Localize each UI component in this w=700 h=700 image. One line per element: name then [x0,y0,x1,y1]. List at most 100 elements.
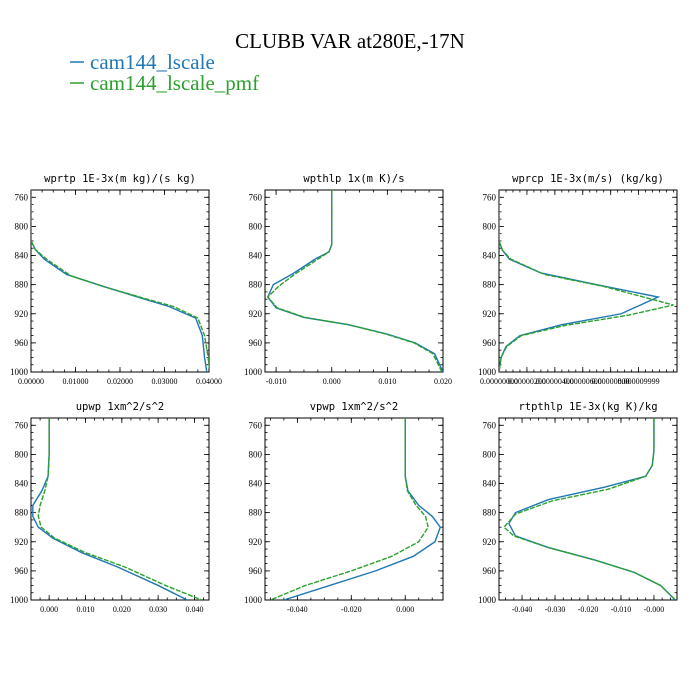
panel-6: rtpthlp 1E-3x(kg K)/kg 760 800 840 880 920 960… [478,401,678,614]
x-tick-label: 0.00000600 [564,377,602,386]
y-tick-label: 920 [15,537,29,547]
x-tick-label: -0.000 [644,605,665,614]
series-line-lscale-pmf [37,418,202,600]
legend-label-0: cam144_lscale [90,50,215,74]
x-tick-label: 0.00000200 [508,377,546,386]
y-tick-label: 800 [15,221,29,231]
x-tick-label: 0.010 [378,377,396,386]
x-tick-label: -0.010 [611,605,632,614]
x-tick-label: -0.010 [266,377,287,386]
plot-frame [30,189,210,373]
panel-2: wpthlp 1x(m K)/s 760 800 840 880 920 960 1000-0… [244,173,452,386]
series-line-lscale [32,418,188,600]
panel-grid: wprtp 1E-3x(m kg)/(s kg) 760 800 840 880 920 9… [10,173,678,614]
y-tick-label: 960 [15,566,29,576]
x-tick-label: -0.040 [287,605,308,614]
y-tick-label: 880 [483,280,497,290]
x-tick-label: 0.000009999 [618,377,660,386]
y-tick-label: 920 [483,309,497,319]
legend-label-1: cam144_lscale_pmf [90,71,259,95]
series-line-lscale [31,190,208,372]
x-tick-label: 0.010 [76,605,94,614]
x-tick-label: 0.01000 [63,377,89,386]
y-tick-label: 840 [249,251,263,261]
series-line-lscale [283,418,442,600]
y-tick-label: 760 [15,192,29,202]
panel-1: wprtp 1E-3x(m kg)/(s kg) 760 800 840 880 920 9… [10,173,222,386]
y-tick-label: 800 [483,221,497,231]
y-tick-label: 920 [249,537,263,547]
y-tick-label: 760 [15,420,29,430]
x-tick-label: 0.00000800 [592,377,630,386]
y-tick-label: 760 [249,192,263,202]
x-tick-label: 0.030 [149,605,167,614]
x-tick-label: 0.00000000 [480,377,518,386]
x-tick-label: -0.040 [512,605,533,614]
y-tick-label: 960 [249,338,263,348]
y-tick-label: 880 [249,508,263,518]
panel-4: upwp 1xm^2/s^2 760 800 840 880 920 960 1000 0.00… [10,401,210,614]
y-tick-label: 1000 [478,595,497,605]
x-tick-label: 0.02000 [107,377,133,386]
x-tick-label: 0.00000400 [536,377,574,386]
x-tick-label: -0.020 [578,605,599,614]
x-tick-label: -0.020 [341,605,362,614]
y-tick-label: 880 [483,508,497,518]
x-tick-label: 0.00000 [18,377,44,386]
x-tick-label: 0.03000 [152,377,178,386]
series-line-lscale-pmf [499,190,674,372]
x-tick-label: 0.020 [113,605,131,614]
x-tick-label: 0.000 [323,377,341,386]
y-tick-label: 1000 [244,595,263,605]
panel-title: wprcp 1E-3x(m/s) (kg/kg) [512,173,664,185]
y-tick-label: 800 [249,221,263,231]
plot-frame [30,417,210,601]
y-tick-label: 840 [15,479,29,489]
panel-5: vpwp 1xm^2/s^2 760 800 840 880 920 960 1000 -0.0… [244,401,444,614]
series-line-lscale-pmf [502,418,676,600]
plot-frame [264,417,444,601]
plot-frame [498,189,678,373]
y-tick-label: 960 [249,566,263,576]
y-tick-label: 1000 [478,367,497,377]
plot-frame [264,189,444,373]
y-tick-label: 960 [483,338,497,348]
x-tick-label: 0.040 [185,605,203,614]
y-tick-label: 920 [15,309,29,319]
y-tick-label: 1000 [10,367,29,377]
panel-title: wprtp 1E-3x(m kg)/(s kg) [44,173,196,185]
panel-3: wprcp 1E-3x(m/s) (kg/kg) 760 800 840 880 920 9… [478,173,678,386]
panel-title: upwp 1xm^2/s^2 [76,401,165,413]
series-line-lscale-pmf [31,190,209,371]
y-tick-label: 840 [483,251,497,261]
y-tick-label: 920 [483,537,497,547]
y-tick-label: 880 [15,280,29,290]
series-line-lscale [266,190,443,372]
y-tick-label: 840 [249,479,263,489]
y-tick-label: 840 [483,479,497,489]
y-tick-label: 760 [249,420,263,430]
y-tick-label: 1000 [10,595,29,605]
y-tick-label: 880 [249,280,263,290]
x-tick-label: 0.04000 [196,377,222,386]
x-tick-label: -0.030 [545,605,566,614]
series-line-lscale-pmf [266,190,443,372]
x-tick-label: 0.000 [40,605,58,614]
y-tick-label: 800 [249,449,263,459]
y-tick-label: 800 [15,449,29,459]
y-tick-label: 960 [483,566,497,576]
figure-title: CLUBB VAR at280E,-17N [235,29,465,53]
series-line-lscale-pmf [270,418,429,600]
y-tick-label: 880 [15,508,29,518]
y-tick-label: 960 [15,338,29,348]
y-tick-label: 840 [15,251,29,261]
panel-title: rtpthlp 1E-3x(kg K)/kg [518,401,657,413]
x-tick-label: 0.000 [396,605,414,614]
y-tick-label: 760 [483,420,497,430]
y-tick-label: 800 [483,449,497,459]
y-tick-label: 1000 [244,367,263,377]
y-tick-label: 920 [249,309,263,319]
x-tick-label: 0.020 [434,377,452,386]
panel-title: wpthlp 1x(m K)/s [303,173,404,185]
